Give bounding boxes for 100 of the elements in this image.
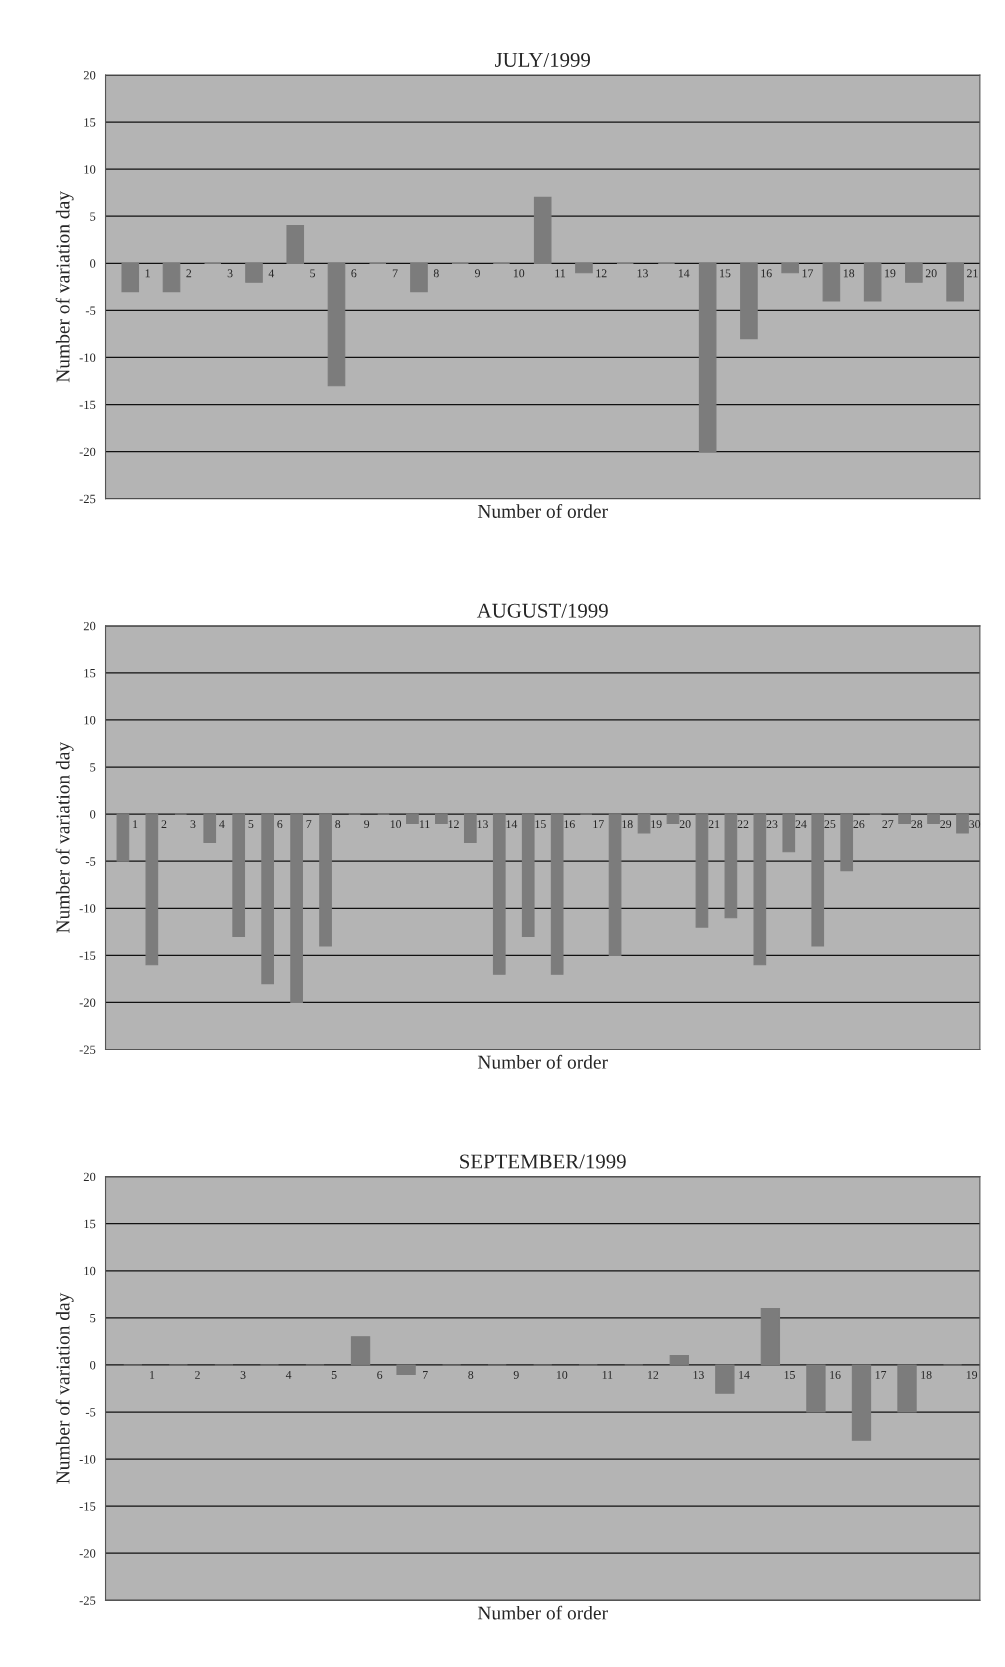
x-tick-label: 5 [310,269,316,278]
y-tick-label: 20 [83,1172,96,1182]
x-tick-label: 9 [513,1370,519,1379]
x-tick-label: 27 [882,820,894,828]
x-tick-label: 19 [885,269,896,278]
x-tick-label: 10 [513,269,525,278]
x-tick-label: 24 [795,820,807,828]
x-tick-label: 18 [622,820,633,829]
x-tick-label: 10 [390,820,402,829]
x-tick-label: 13 [637,269,648,278]
x-tick-label: 5 [248,820,254,829]
x-tick-label: 15 [784,1370,795,1379]
y-tick-label: 15 [84,668,96,678]
y-tick-label: 5 [90,763,96,772]
y-tick-label: -10 [79,904,96,913]
x-tick-label: 7 [423,1371,428,1379]
x-tick-label: 6 [377,1370,383,1379]
x-tick-label: 4 [219,820,225,828]
x-tick-label: 29 [940,820,952,829]
y-tick-label: -10 [79,353,96,362]
x-tick-label: 3 [190,820,196,829]
y-tick-label: 15 [84,118,96,127]
y-tick-label: -5 [85,857,96,866]
x-tick-label: 13 [693,1370,704,1379]
x-tick-label: 3 [240,1370,246,1379]
x-axis-title: Number of order [477,504,608,518]
x-tick-label: 14 [506,820,518,828]
y-tick-label: -15 [79,400,96,410]
x-tick-label: 1 [150,1370,155,1379]
x-tick-label: 16 [761,269,772,278]
y-tick-label: -25 [79,1596,96,1605]
x-tick-label: 20 [679,820,691,829]
y-tick-label: 0 [90,259,96,268]
y-tick-label: -5 [85,1408,96,1417]
x-tick-label: 11 [602,1370,613,1379]
x-tick-label: 16 [830,1370,841,1379]
x-tick-label: 26 [853,820,865,829]
x-tick-label: 6 [351,269,357,278]
y-axis-title: Number of variation day [55,191,74,383]
chart-title: SEPTEMBER/1999 [460,1154,626,1169]
x-tick-label: 14 [739,1370,750,1379]
x-tick-label: 20 [925,269,937,278]
x-tick-label: 21 [708,820,720,828]
x-tick-label: 2 [195,1370,200,1379]
y-axis-title: Number of variation day [55,741,74,933]
y-tick-label: 15 [84,1219,96,1229]
y-tick-label: 20 [83,621,96,631]
x-tick-label: 7 [306,820,312,828]
x-tick-label: 18 [921,1370,932,1379]
x-tick-label: 15 [535,820,546,829]
x-tick-label: 21 [967,269,978,278]
y-tick-label: -25 [79,494,96,504]
x-tick-label: 30 [969,820,981,829]
x-tick-label: 4 [285,1371,292,1379]
y-tick-label: -25 [79,1045,96,1054]
x-tick-label: 13 [477,820,488,829]
x-tick-label: 16 [564,820,575,829]
y-tick-label: 10 [84,165,96,174]
y-tick-label: -20 [79,447,96,457]
y-tick-label: -20 [79,998,96,1007]
x-tick-label: 25 [824,820,836,829]
x-tick-label: 5 [331,1371,337,1379]
x-tick-label: 1 [133,820,138,828]
y-tick-label: -20 [79,1549,96,1558]
x-tick-label: 23 [766,820,778,829]
x-tick-label: 15 [720,269,731,278]
x-tick-label: 12 [648,1370,659,1379]
x-tick-label: 2 [186,269,192,278]
x-tick-label: 6 [277,820,283,829]
chart-title: AUGUST/1999 [476,603,608,618]
x-tick-label: 8 [335,820,341,829]
x-tick-label: 19 [651,820,662,829]
x-tick-label: 8 [433,269,439,278]
x-tick-label: 28 [911,820,923,829]
y-tick-label: 20 [83,71,96,80]
chart-title: JULY/1999 [494,52,590,67]
x-tick-label: 18 [843,269,855,278]
y-tick-label: -15 [79,951,96,960]
y-axis-title: Number of variation day [55,1292,74,1484]
x-tick-label: 1 [145,269,150,278]
x-tick-label: 4 [268,269,275,278]
x-tick-label: 9 [364,820,370,829]
y-tick-label: -10 [79,1455,96,1464]
x-tick-label: 17 [802,269,814,278]
x-tick-label: 3 [227,269,233,278]
x-tick-label: 2 [161,820,167,828]
y-tick-label: -5 [85,306,96,315]
y-tick-label: 0 [90,1360,96,1370]
x-tick-label: 7 [392,269,398,278]
x-tick-label: 14 [678,269,690,278]
x-tick-label: 9 [474,269,480,278]
x-axis-title: Number of order [477,1054,608,1069]
y-tick-label: 5 [90,212,96,221]
x-axis-title: Number of order [477,1605,608,1620]
x-tick-label: 10 [556,1370,568,1379]
x-tick-label: 11 [419,820,430,828]
y-tick-label: 0 [90,810,96,819]
x-tick-label: 11 [555,269,565,278]
x-tick-label: 12 [596,269,607,278]
x-tick-label: 22 [737,820,749,828]
